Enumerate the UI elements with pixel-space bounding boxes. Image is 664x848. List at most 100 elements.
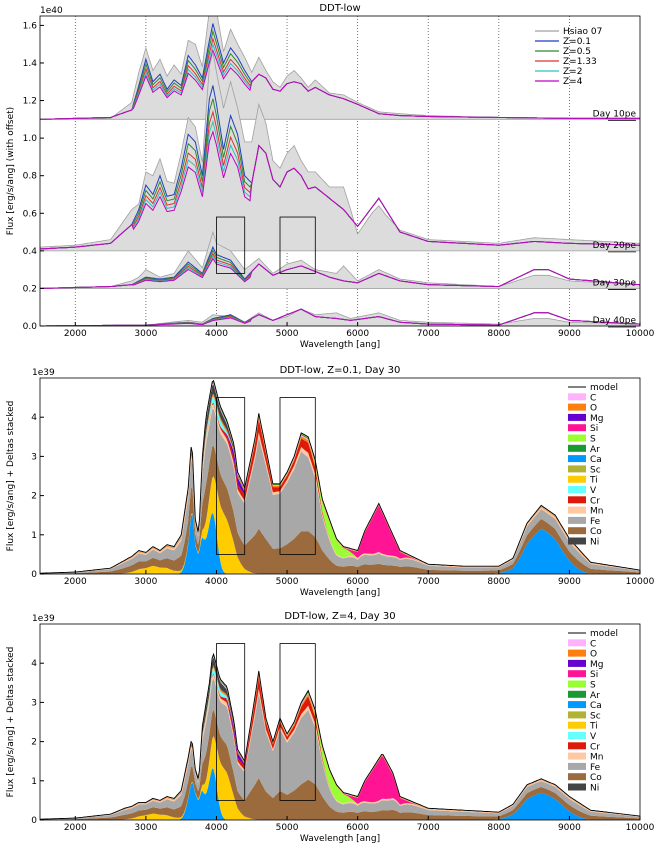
plot-area — [40, 16, 640, 326]
y-axis-label: Flux [erg/s/ang] (with offset) — [6, 107, 16, 235]
legend-entry: Sc — [590, 711, 601, 721]
area-fe — [40, 678, 640, 820]
plot-area — [40, 379, 640, 574]
legend-swatch — [568, 752, 586, 760]
legend-entry: Ar — [590, 445, 600, 455]
y-tick-label: 1.2 — [23, 97, 37, 107]
chart-title: DDT-low, Z=0.1, Day 30 — [280, 365, 401, 376]
y-tick-label: 0.0 — [23, 322, 38, 332]
highlight-box — [216, 643, 246, 801]
y-tick-label: 0 — [31, 570, 37, 580]
y-tick-label: 0.8 — [23, 172, 38, 182]
legend-swatch — [568, 742, 586, 750]
legend-entry: Ar — [590, 691, 600, 701]
hsiao-template-fill — [40, 308, 640, 326]
y-tick-label: 3 — [31, 452, 37, 462]
legend-entry: Ni — [590, 784, 599, 794]
axes-frame — [39, 623, 641, 821]
panel-ddt-low: DDT-low 1e40 Day 10pe Day 20pe Day 30pe Day 4… — [6, 3, 655, 350]
axes-frame — [39, 15, 641, 327]
legend-entry: Cr — [590, 496, 600, 506]
x-tick-label: 9000 — [558, 329, 581, 339]
legend-entry: Ca — [590, 701, 602, 711]
legend-swatch — [568, 424, 586, 432]
y-tick-label: 3 — [31, 698, 37, 708]
y-axis-label: Flux [erg/s/ang] + Deltas stacked — [6, 647, 16, 798]
day-label: Day 20pe — [593, 241, 637, 251]
y-tick-label: 0 — [31, 816, 37, 826]
legend-entry: Z=0.5 — [563, 47, 591, 57]
area-fe — [40, 408, 640, 574]
legend-swatch — [568, 670, 586, 678]
legend-entry: Hsiao 07 — [563, 27, 602, 37]
hsiao-template-fill — [40, 51, 640, 252]
y-tick-label: 4 — [31, 413, 37, 423]
x-tick-label: 3000 — [134, 823, 157, 833]
legend-entry: S — [590, 435, 596, 445]
day-label: Day 30pe — [593, 278, 637, 288]
highlight-box — [279, 397, 316, 555]
x-tick-label: 5000 — [276, 577, 299, 587]
y-tick-label: 0.4 — [23, 247, 38, 257]
x-tick-label: 7000 — [417, 577, 440, 587]
x-tick-label: 10000 — [626, 577, 655, 587]
model-line-z4 — [40, 130, 640, 250]
x-axis-label: Wavelength [ang] — [300, 834, 380, 844]
model-line — [40, 379, 640, 574]
legend-swatch — [568, 649, 586, 657]
highlight-box — [279, 216, 316, 274]
x-tick-label: 2000 — [64, 329, 87, 339]
legend-swatch — [568, 393, 586, 401]
legend-swatch — [568, 486, 586, 493]
x-tick-label: 5000 — [276, 823, 299, 833]
model-line — [40, 652, 640, 820]
legend-entry: Z=2 — [563, 67, 582, 77]
legend-swatch — [568, 434, 586, 442]
legend-entry: Z=4 — [563, 77, 583, 87]
legend-entry: C — [590, 639, 596, 649]
model-line-z4 — [40, 308, 640, 326]
y-tick-label: 1.0 — [23, 134, 38, 144]
legend-entry: Ti — [589, 476, 598, 486]
legend-swatch — [568, 475, 586, 483]
legend-swatch — [568, 701, 586, 709]
legend-entry: Ti — [589, 722, 598, 732]
legend-swatch — [568, 527, 586, 535]
x-tick-label: 3000 — [134, 577, 157, 587]
panel-z4-day30: DDT-low, Z=4, Day 30 1e39 2000 3000 4000 5000… — [6, 611, 655, 844]
area-ca — [40, 512, 640, 574]
legend-swatch — [568, 413, 586, 421]
legend-entry: Fe — [590, 517, 601, 527]
legend-swatch — [568, 465, 586, 473]
model-line-z4 — [40, 48, 640, 120]
legend-entry: Mg — [590, 660, 603, 670]
x-tick-label: 2000 — [64, 577, 87, 587]
legend-entry: Fe — [590, 763, 601, 773]
x-tick-label: 8000 — [487, 577, 510, 587]
legend-swatch — [568, 516, 586, 524]
x-tick-label: 3000 — [134, 329, 157, 339]
area-si — [40, 673, 640, 820]
y-tick-label: 0.6 — [23, 209, 38, 219]
legend-swatch — [568, 403, 586, 411]
legend-entry: V — [590, 486, 597, 496]
plot-area — [40, 652, 640, 820]
x-tick-label: 7000 — [417, 329, 440, 339]
x-tick-label: 6000 — [346, 329, 369, 339]
offset-label: 1e40 — [40, 6, 63, 16]
y-tick-label: 1.4 — [23, 59, 38, 69]
y-tick-label: 2 — [31, 738, 37, 748]
legend-entry-model: model — [590, 383, 618, 393]
legend-entry: V — [590, 732, 597, 742]
legend-entry: Mg — [590, 414, 603, 424]
legend-swatch — [568, 732, 586, 739]
x-tick-label: 10000 — [626, 329, 655, 339]
highlight-box — [216, 397, 246, 555]
legend-entry: Mn — [590, 507, 603, 517]
legend-swatch — [568, 690, 586, 698]
legend-entry: Co — [590, 773, 602, 783]
x-axis-label: Wavelength [ang] — [300, 588, 380, 598]
legend-entry: S — [590, 681, 596, 691]
legend-swatch — [568, 444, 586, 452]
